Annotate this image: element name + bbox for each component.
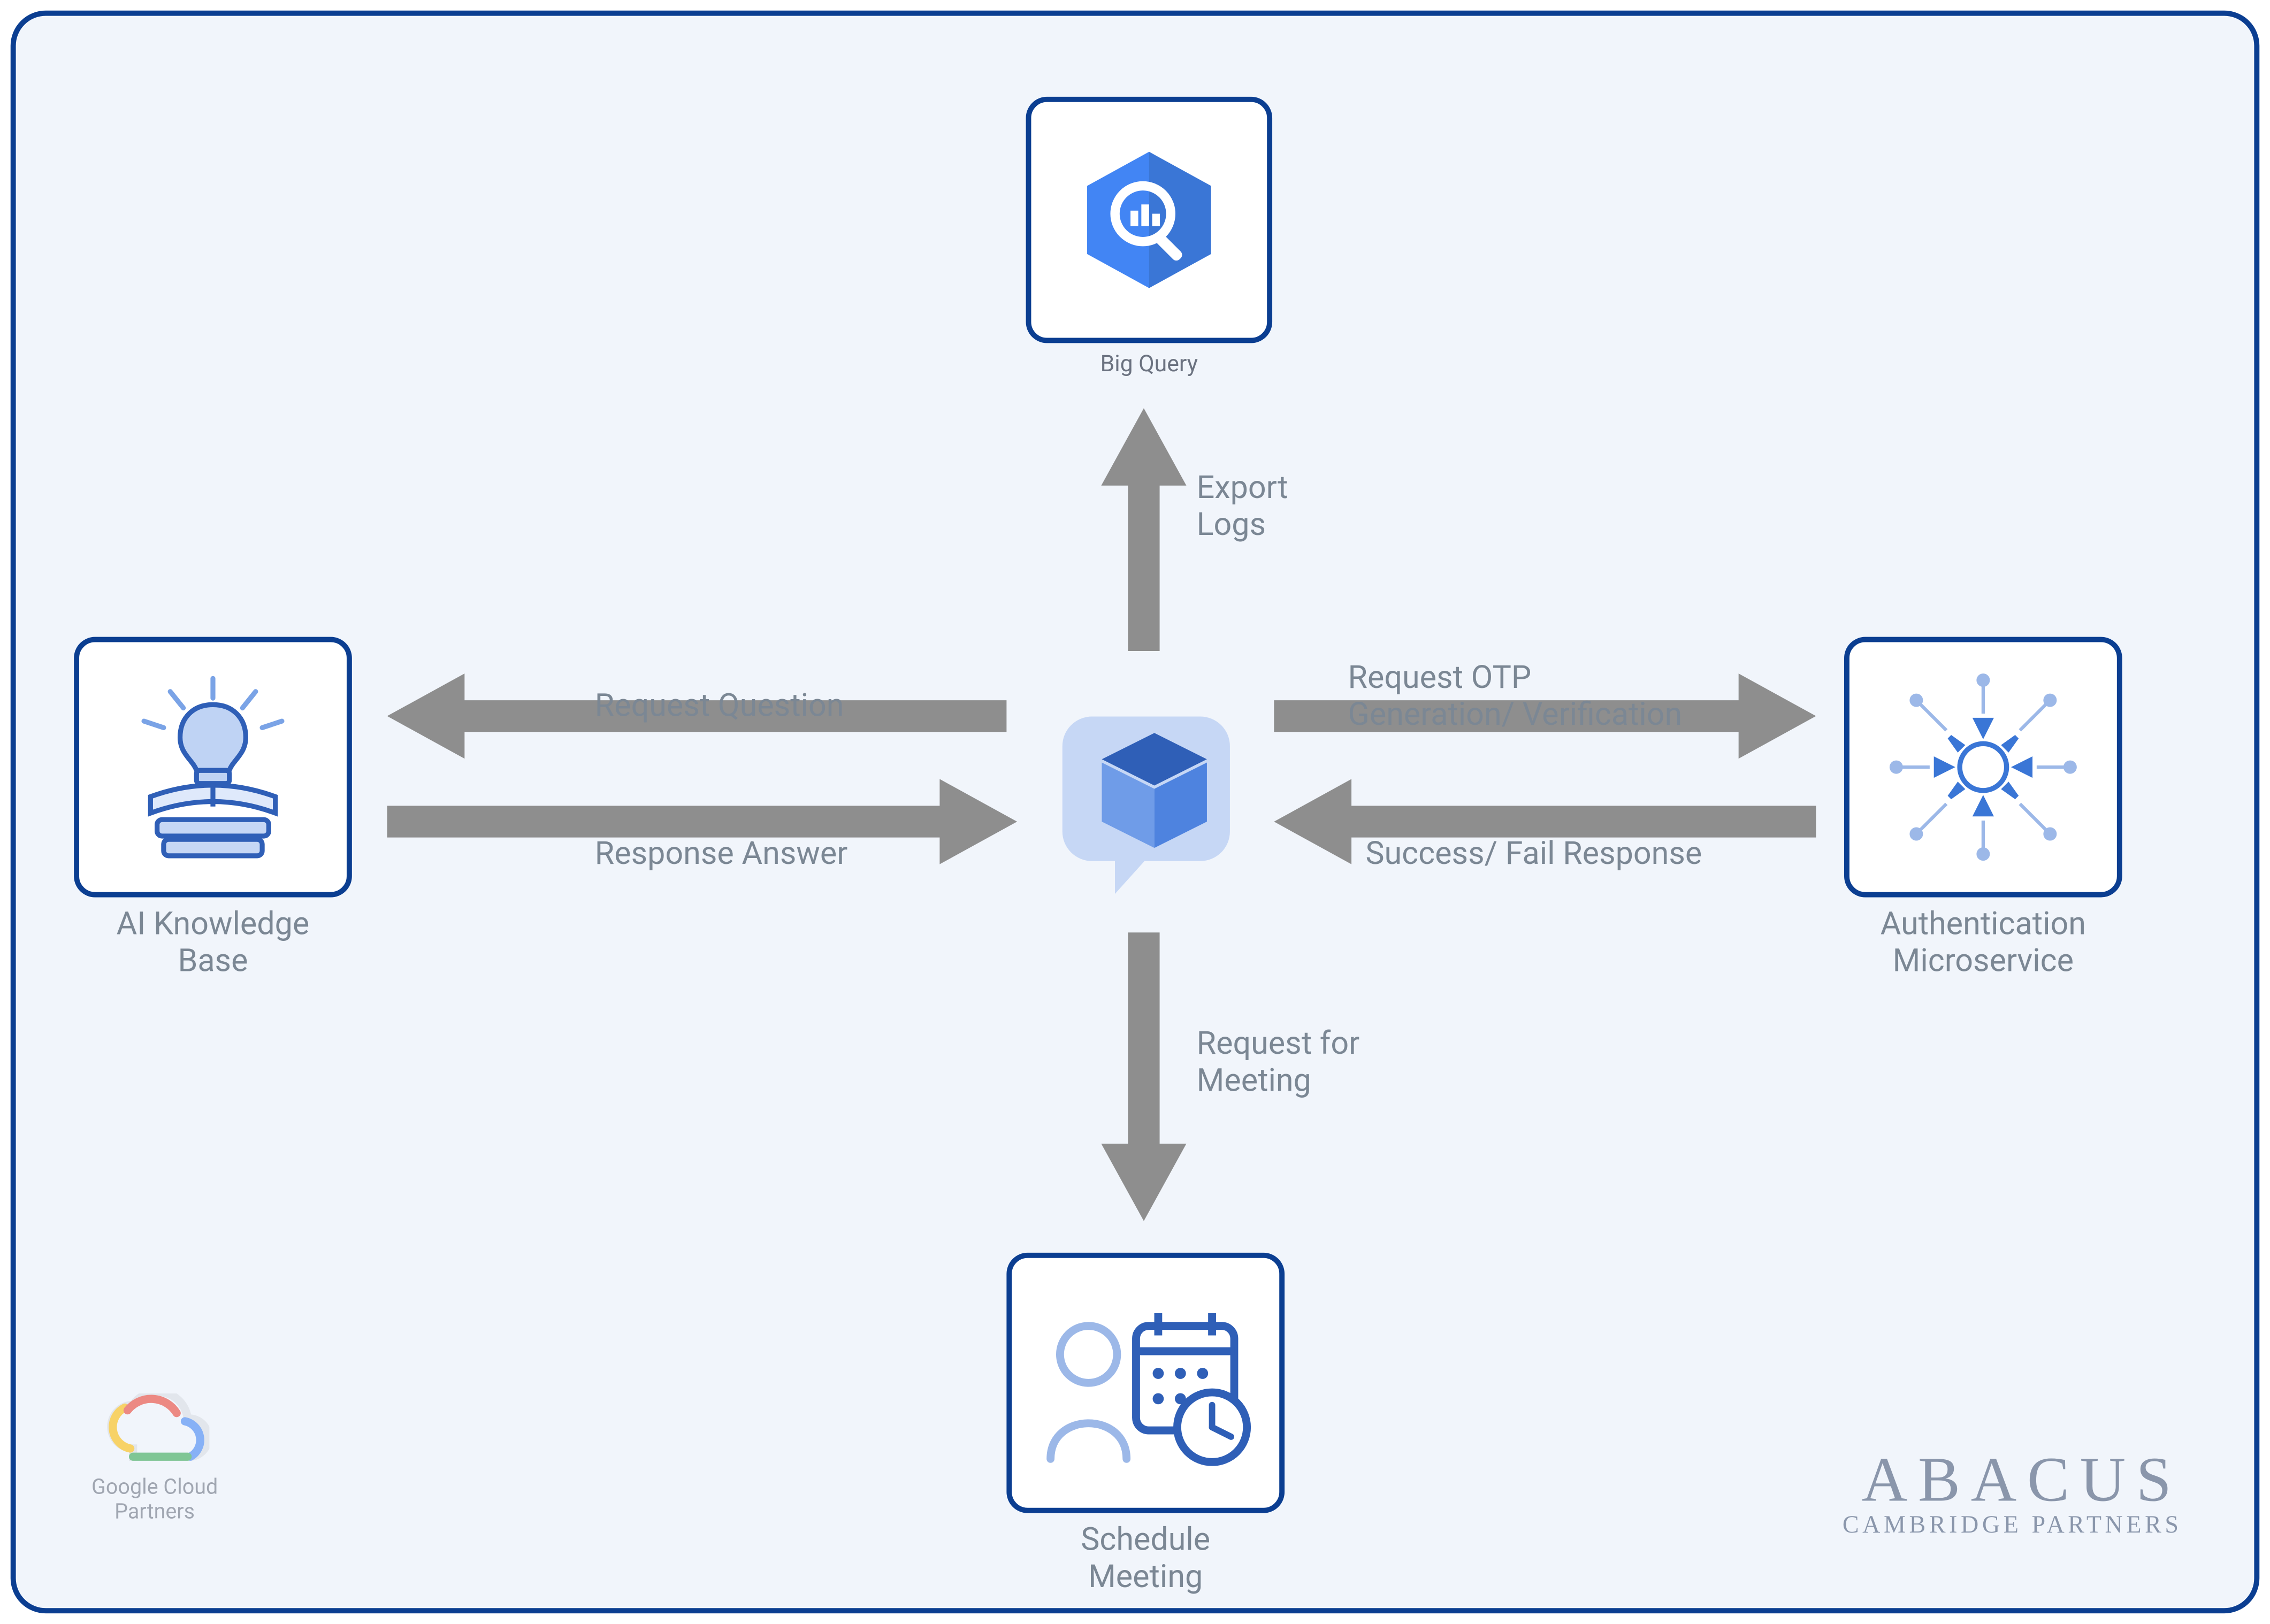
node-schedule-meeting: Schedule Meeting (1006, 1253, 1285, 1597)
edge-label-success-fail: Success/ Fail Response (1365, 838, 1702, 874)
edge-label-export-logs: Export Logs (1197, 472, 1288, 545)
node-label: Authentication Microservice (1881, 908, 2086, 980)
dialogflow-cube-icon (1056, 690, 1252, 904)
edge-label-request-meeting: Request for Meeting (1197, 1028, 1360, 1100)
schedule-meeting-icon (1035, 1283, 1256, 1483)
abacus-line2: CAMBRIDGE PARTNERS (1843, 1513, 2182, 1542)
google-cloud-partners-logo: Google Cloud Partners (91, 1393, 218, 1525)
node-label: Big Query (1100, 354, 1198, 380)
google-cloud-label: Google Cloud Partners (91, 1474, 218, 1525)
auth-microservice-icon (1878, 667, 2089, 868)
bigquery-icon (1072, 142, 1226, 297)
node-center-hub (1056, 690, 1252, 904)
knowledge-base-icon (109, 669, 317, 865)
edge-label-response-answer: Response Answer (595, 838, 848, 874)
node-big-query: Big Query (1026, 97, 1272, 380)
node-label: Schedule Meeting (1081, 1523, 1210, 1596)
edge-label-request-question: Request Question (595, 690, 844, 726)
edge-label-request-otp: Request OTP Generation/ Verification (1348, 662, 1682, 734)
abacus-line1: ABACUS (1843, 1443, 2182, 1516)
abacus-logo: ABACUS CAMBRIDGE PARTNERS (1843, 1443, 2182, 1541)
node-auth-microservice: Authentication Microservice (1844, 637, 2122, 981)
node-label: AI Knowledge Base (117, 908, 310, 980)
node-ai-knowledge-base: AI Knowledge Base (74, 637, 352, 981)
